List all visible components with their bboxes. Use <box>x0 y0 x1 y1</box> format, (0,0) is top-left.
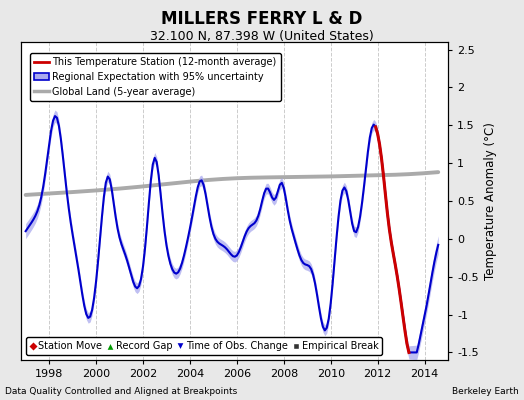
Y-axis label: Temperature Anomaly (°C): Temperature Anomaly (°C) <box>484 122 497 280</box>
Legend: Station Move, Record Gap, Time of Obs. Change, Empirical Break: Station Move, Record Gap, Time of Obs. C… <box>26 337 383 355</box>
Text: 32.100 N, 87.398 W (United States): 32.100 N, 87.398 W (United States) <box>150 30 374 43</box>
Text: MILLERS FERRY L & D: MILLERS FERRY L & D <box>161 10 363 28</box>
Text: Berkeley Earth: Berkeley Earth <box>452 387 519 396</box>
Text: Data Quality Controlled and Aligned at Breakpoints: Data Quality Controlled and Aligned at B… <box>5 387 237 396</box>
